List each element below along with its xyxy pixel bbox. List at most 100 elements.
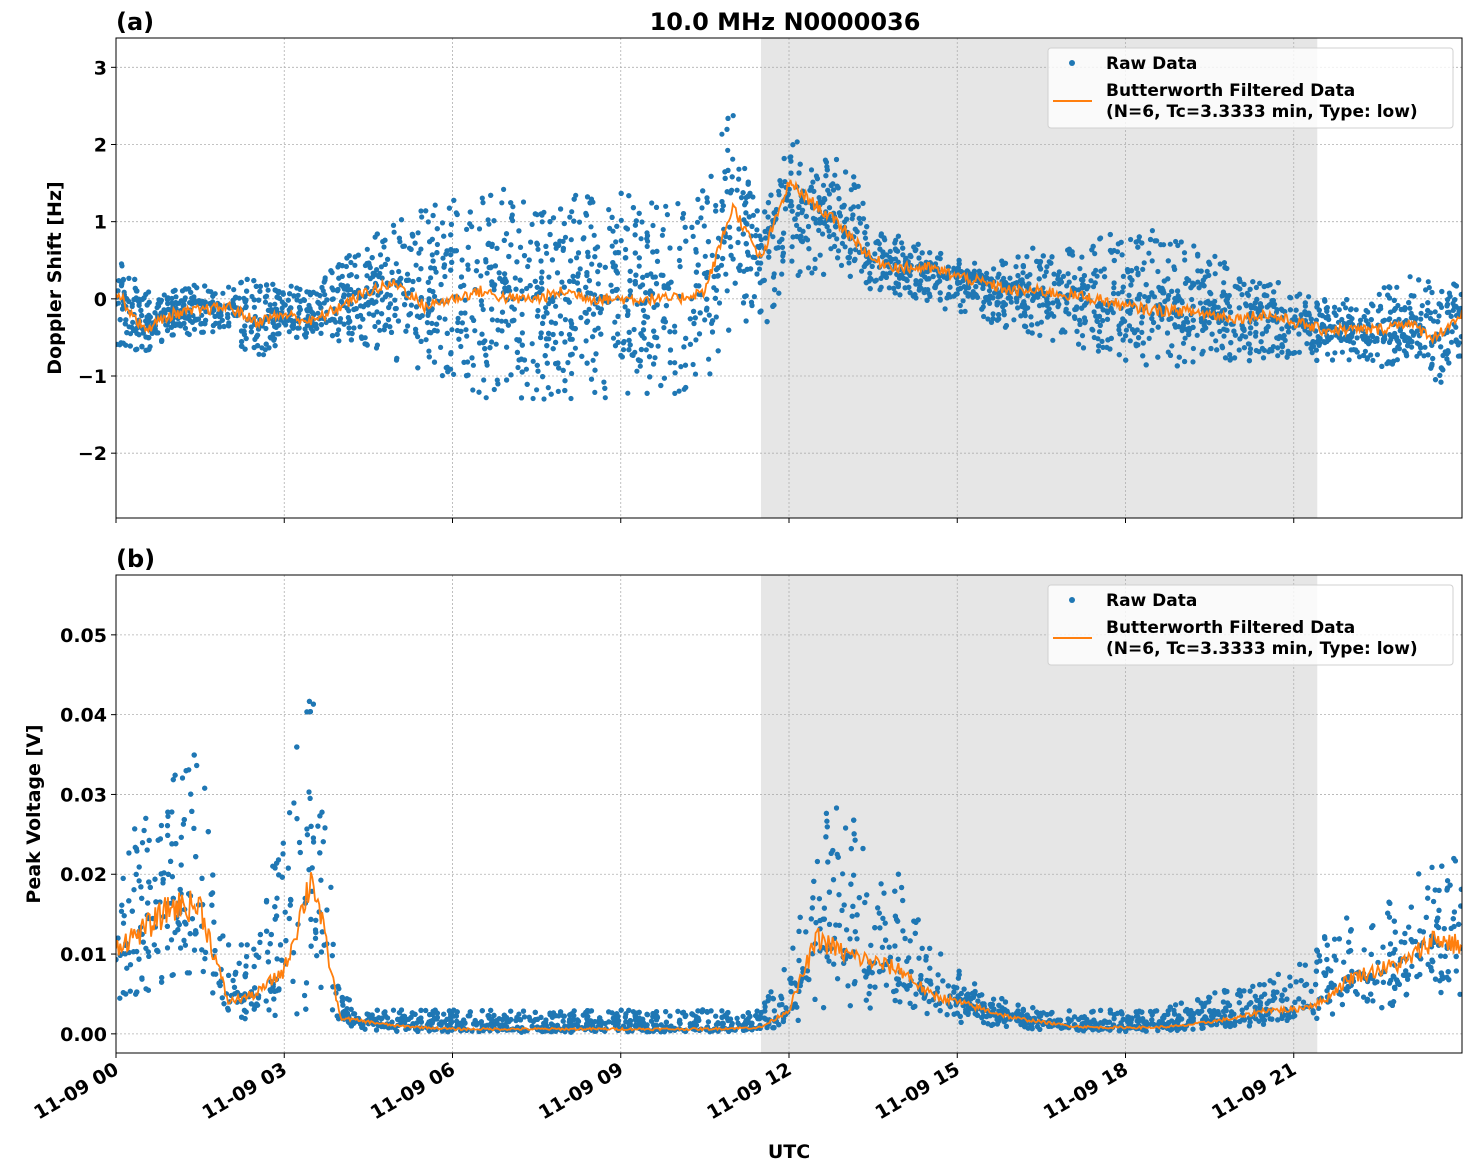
raw-data-point (447, 206, 452, 211)
raw-data-point (675, 201, 680, 206)
raw-data-point (525, 264, 530, 269)
raw-data-point (470, 387, 475, 392)
raw-data-point (533, 211, 538, 216)
raw-data-point (598, 332, 603, 337)
raw-data-point (790, 244, 795, 249)
raw-data-point (646, 342, 651, 347)
raw-data-point (543, 244, 548, 249)
raw-data-point (938, 290, 943, 295)
raw-data-point (423, 208, 428, 213)
raw-data-point (779, 183, 784, 188)
raw-data-point (533, 279, 538, 284)
raw-data-point (201, 330, 206, 335)
raw-data-point (583, 310, 588, 315)
raw-data-point (271, 320, 276, 325)
raw-data-point (749, 300, 754, 305)
raw-data-point (650, 223, 655, 228)
raw-data-point (645, 244, 650, 249)
raw-data-point (430, 252, 435, 257)
raw-data-point (702, 223, 707, 228)
raw-data-point (143, 334, 148, 339)
raw-data-point (117, 342, 122, 347)
raw-data-point (1227, 304, 1232, 309)
raw-data-point (492, 387, 497, 392)
raw-data-point (1142, 294, 1147, 299)
raw-data-point (336, 276, 341, 281)
raw-data-point (725, 168, 730, 173)
raw-data-point (809, 270, 814, 275)
raw-data-point (258, 284, 263, 289)
raw-data-point (1344, 297, 1349, 302)
raw-data-point (908, 253, 913, 258)
raw-data-point (757, 266, 762, 271)
raw-data-point (466, 245, 471, 250)
raw-data-point (567, 300, 572, 305)
raw-data-point (735, 188, 740, 193)
raw-data-point (1270, 318, 1275, 323)
raw-data-point (568, 318, 573, 323)
raw-data-point (762, 209, 767, 214)
raw-data-point (514, 259, 519, 264)
raw-data-point (707, 371, 712, 376)
raw-data-point (449, 260, 454, 265)
raw-data-point (820, 231, 825, 236)
raw-data-point (643, 290, 648, 295)
raw-data-point (1108, 232, 1113, 237)
raw-data-point (383, 294, 388, 299)
raw-data-point (448, 351, 453, 356)
raw-data-point (489, 279, 494, 284)
raw-data-point (664, 303, 669, 308)
raw-data-point (126, 276, 131, 281)
raw-data-point (621, 347, 626, 352)
raw-data-point (565, 360, 570, 365)
raw-data-point (539, 269, 544, 274)
raw-data-point (1445, 310, 1450, 315)
raw-data-point (553, 304, 558, 309)
raw-data-point (592, 233, 597, 238)
raw-data-point (1142, 260, 1147, 265)
raw-data-point (589, 377, 594, 382)
raw-data-point (1198, 300, 1203, 305)
y-tick-label: 3 (94, 57, 107, 79)
raw-data-point (148, 315, 153, 320)
raw-data-point (612, 320, 617, 325)
raw-data-point (1074, 329, 1079, 334)
raw-data-point (515, 350, 520, 355)
raw-data-point (511, 318, 516, 323)
raw-data-point (822, 196, 827, 201)
raw-data-point (743, 210, 748, 215)
raw-data-point (1213, 338, 1218, 343)
raw-data-point (561, 246, 566, 251)
raw-data-point (540, 374, 545, 379)
raw-data-point (614, 224, 619, 229)
raw-data-point (512, 307, 517, 312)
raw-data-point (442, 317, 447, 322)
raw-data-point (710, 253, 715, 258)
raw-data-point (1248, 350, 1253, 355)
raw-data-point (266, 345, 271, 350)
raw-data-point (440, 220, 445, 225)
raw-data-point (434, 250, 439, 255)
raw-data-point (662, 376, 667, 381)
raw-data-point (294, 297, 299, 302)
raw-data-point (1271, 298, 1276, 303)
raw-data-point (1024, 254, 1029, 259)
raw-data-point (577, 220, 582, 225)
raw-data-point (273, 287, 278, 292)
raw-data-point (1104, 308, 1109, 313)
raw-data-point (1325, 305, 1330, 310)
raw-data-point (561, 239, 566, 244)
raw-data-point (772, 271, 777, 276)
raw-data-point (813, 257, 818, 262)
raw-data-point (745, 267, 750, 272)
raw-data-point (591, 358, 596, 363)
raw-data-point (1137, 292, 1142, 297)
raw-data-point (672, 360, 677, 365)
raw-data-point (1417, 351, 1422, 356)
raw-data-point (1067, 247, 1072, 252)
raw-data-point (961, 298, 966, 303)
raw-data-point (1049, 254, 1054, 259)
panel-label-a: (a) (116, 8, 154, 36)
raw-data-point (654, 205, 659, 210)
raw-data-point (464, 227, 469, 232)
